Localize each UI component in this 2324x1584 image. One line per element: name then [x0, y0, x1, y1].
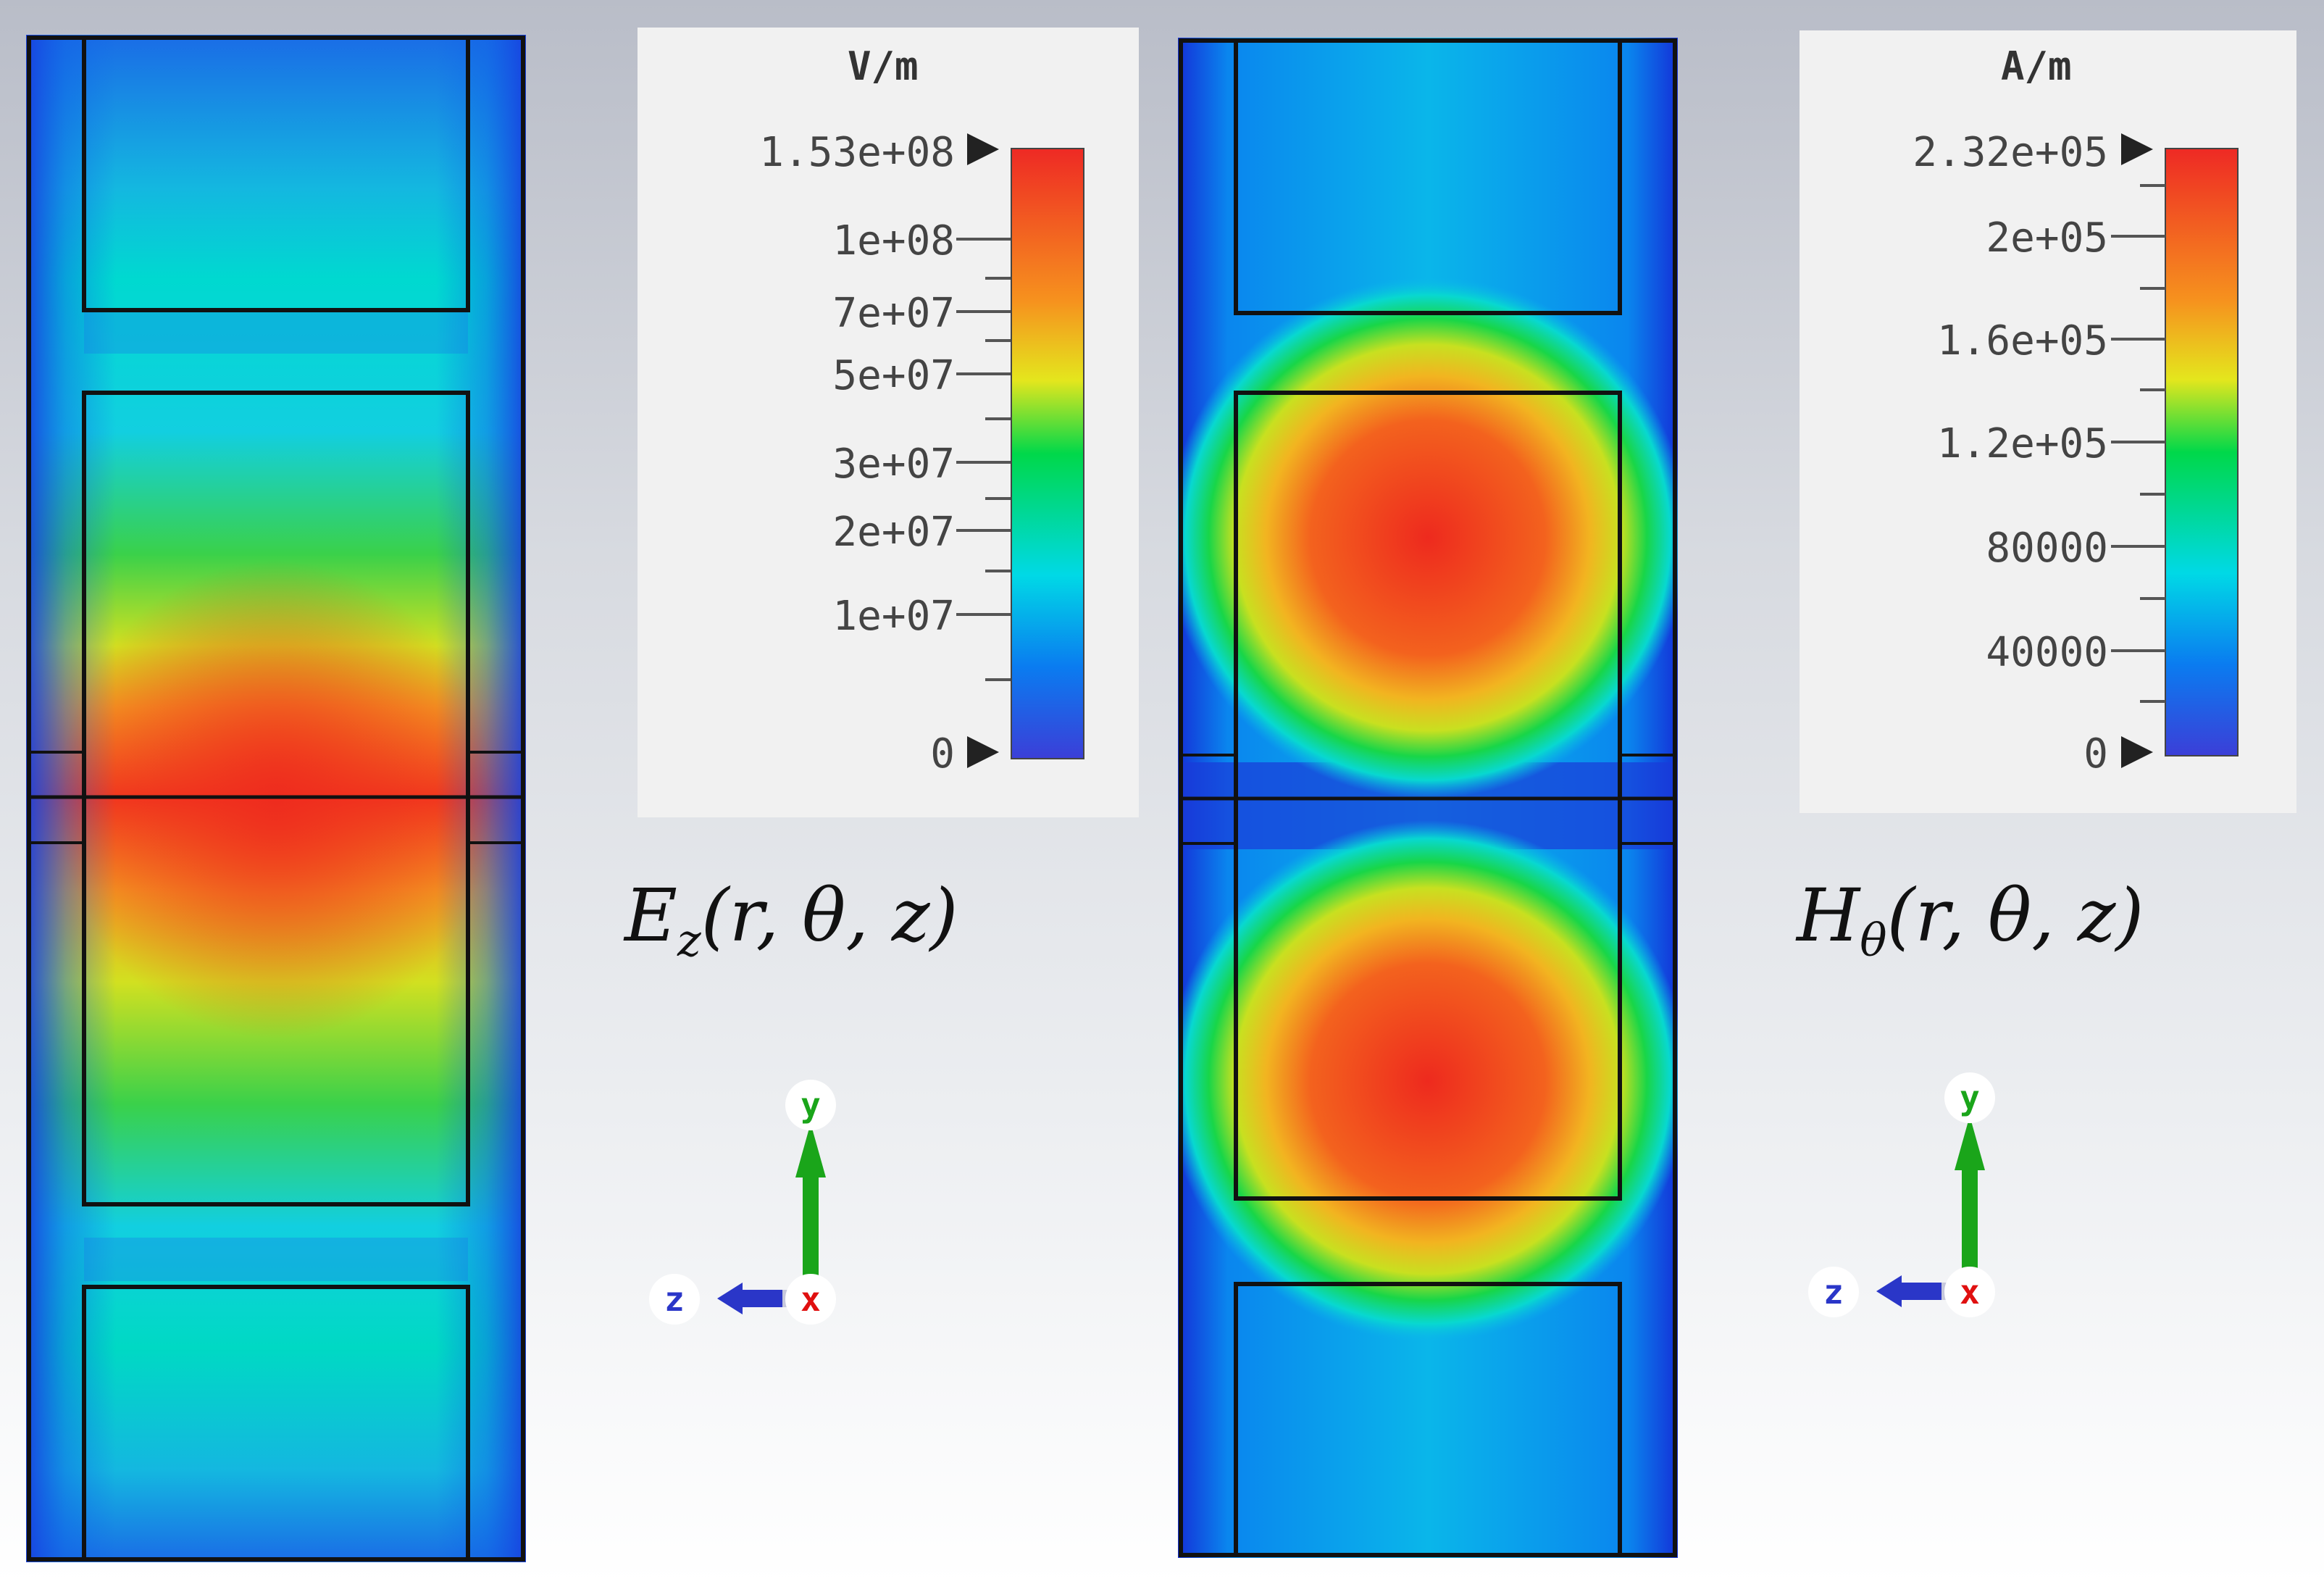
htheta-axis-arrows — [1876, 1116, 1985, 1307]
ez-tick-marks — [956, 238, 1011, 681]
htheta-axis-triad: y z x — [1804, 1072, 2079, 1362]
ez-max-marker-icon — [967, 133, 999, 165]
htheta-formula-sub: θ — [1860, 914, 1887, 967]
ez-tick-7e7: 7e+07 — [832, 290, 955, 337]
ez-min-marker-icon — [967, 736, 999, 768]
ez-axis-triad: y z x — [645, 1080, 920, 1370]
ez-formula-args: (r, θ, z) — [701, 873, 958, 958]
htheta-colorbar-legend: A/m 2.32e+05 2e+05 1.6e+05 1.2e+05 80000… — [1800, 30, 2296, 813]
ez-axis-arrows — [717, 1123, 826, 1314]
htheta-axis-y-label: y — [1944, 1072, 1995, 1123]
ez-tick-2e7: 2e+07 — [832, 509, 955, 556]
ez-axis-x-label: x — [785, 1274, 836, 1325]
ez-formula-sub: z — [677, 914, 701, 967]
ez-tick-1e8: 1e+08 — [832, 217, 955, 264]
ez-tick-1e7: 1e+07 — [832, 593, 955, 640]
ez-formula: Ez(r, θ, z) — [624, 873, 958, 967]
htheta-axis-z-label: z — [1808, 1267, 1859, 1317]
htheta-max-marker-icon — [2121, 133, 2153, 165]
ez-max-label: 1.53e+08 — [759, 129, 955, 176]
htheta-legend-unit: A/m — [2001, 43, 2072, 89]
ez-formula-base: E — [624, 873, 677, 958]
htheta-tick-1-2e5: 1.2e+05 — [1936, 420, 2108, 467]
htheta-axis-x-label: x — [1944, 1267, 1995, 1317]
htheta-formula-base: H — [1797, 873, 1860, 958]
ez-legend-unit: V/m — [848, 43, 919, 89]
htheta-tick-1-6e5: 1.6e+05 — [1936, 317, 2108, 364]
htheta-tick-2e5: 2e+05 — [1986, 214, 2108, 262]
ez-axis-z-label: z — [649, 1274, 700, 1325]
ez-tick-3e7: 3e+07 — [832, 441, 955, 488]
htheta-field-map — [1178, 38, 1678, 1558]
htheta-min-marker-icon — [2121, 736, 2153, 768]
ez-colorbar — [1011, 148, 1084, 759]
htheta-tick-0: 0 — [2083, 730, 2108, 778]
htheta-formula: Hθ(r, θ, z) — [1797, 873, 2144, 967]
htheta-formula-args: (r, θ, z) — [1886, 873, 2144, 958]
ez-axis-y-label: y — [785, 1080, 836, 1130]
ez-tick-5e7: 5e+07 — [832, 352, 955, 399]
ez-tick-0: 0 — [930, 730, 955, 778]
htheta-colorbar — [2165, 148, 2239, 756]
htheta-max-label: 2.32e+05 — [1913, 129, 2108, 176]
htheta-tick-40000: 40000 — [1986, 629, 2108, 676]
htheta-tick-80000: 80000 — [1986, 525, 2108, 572]
ez-colorbar-legend: V/m 1.53e+08 1e+08 7e+07 5e+07 3e+07 2e+… — [638, 28, 1139, 817]
ez-field-map — [26, 35, 526, 1562]
htheta-tick-marks — [2111, 184, 2165, 703]
